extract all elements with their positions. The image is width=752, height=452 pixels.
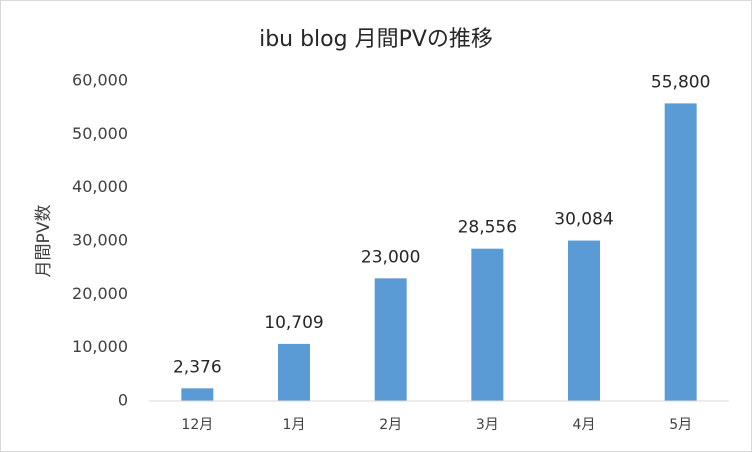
x-tick-label: 4月 (573, 417, 596, 433)
y-tick-label: 40,000 (72, 177, 128, 196)
data-label: 23,000 (361, 247, 420, 267)
bar (568, 240, 600, 401)
x-tick-label: 3月 (476, 417, 499, 433)
y-axis-label: 月間PV数 (34, 205, 54, 278)
y-tick-label: 0 (118, 391, 128, 410)
data-label: 2,376 (173, 357, 222, 377)
x-tick-label: 2月 (379, 417, 402, 433)
y-tick-label: 60,000 (72, 71, 128, 90)
chart-title: ibu blog 月間PVの推移 (259, 27, 493, 52)
y-tick-label: 20,000 (72, 284, 128, 303)
y-tick-label: 10,000 (72, 337, 128, 356)
y-tick-label: 50,000 (72, 124, 128, 143)
data-label: 28,556 (458, 218, 517, 238)
bar (278, 343, 310, 401)
x-tick-label: 5月 (669, 417, 692, 433)
data-label: 10,709 (264, 313, 323, 333)
y-tick-label: 30,000 (72, 231, 128, 250)
bar (374, 278, 407, 401)
bar (471, 248, 504, 401)
data-label: 55,800 (651, 72, 710, 92)
bar (664, 103, 697, 402)
data-label: 30,084 (554, 210, 613, 230)
bar (181, 388, 214, 401)
x-tick-label: 1月 (283, 417, 306, 433)
x-tick-label: 12月 (181, 417, 213, 433)
